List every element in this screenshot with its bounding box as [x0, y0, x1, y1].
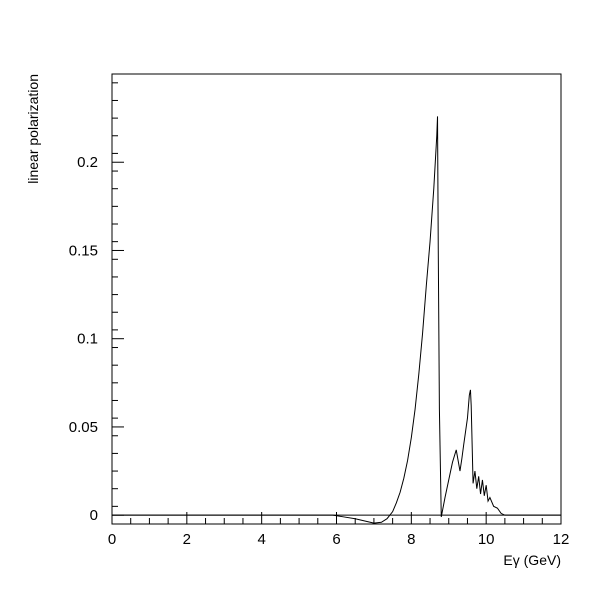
- x-axis-tick-labels: 0 2 4 6 8 10 12: [108, 531, 570, 548]
- y-tick-label: 0: [90, 507, 98, 524]
- x-tick-label: 6: [332, 531, 340, 548]
- x-axis-label: Eγ (GeV): [503, 552, 561, 568]
- y-tick-label: 0.15: [69, 242, 98, 259]
- series-line-polarization: [112, 116, 561, 524]
- y-axis-tick-labels: 0 0.05 0.1 0.15 0.2: [69, 154, 98, 524]
- x-tick-label: 12: [553, 531, 570, 548]
- y-tick-label: 0.05: [69, 419, 98, 436]
- y-axis-label: linear polarization: [25, 74, 41, 184]
- x-tick-label: 8: [407, 531, 415, 548]
- y-tick-label: 0.2: [77, 154, 98, 171]
- y-axis-ticks: [112, 82, 124, 525]
- x-tick-label: 10: [478, 531, 495, 548]
- x-tick-label: 4: [257, 531, 265, 548]
- x-tick-label: 2: [183, 531, 191, 548]
- x-tick-label: 0: [108, 531, 116, 548]
- x-axis-ticks: [111, 512, 562, 524]
- plot-frame: [111, 73, 562, 525]
- y-tick-label: 0.1: [77, 331, 98, 348]
